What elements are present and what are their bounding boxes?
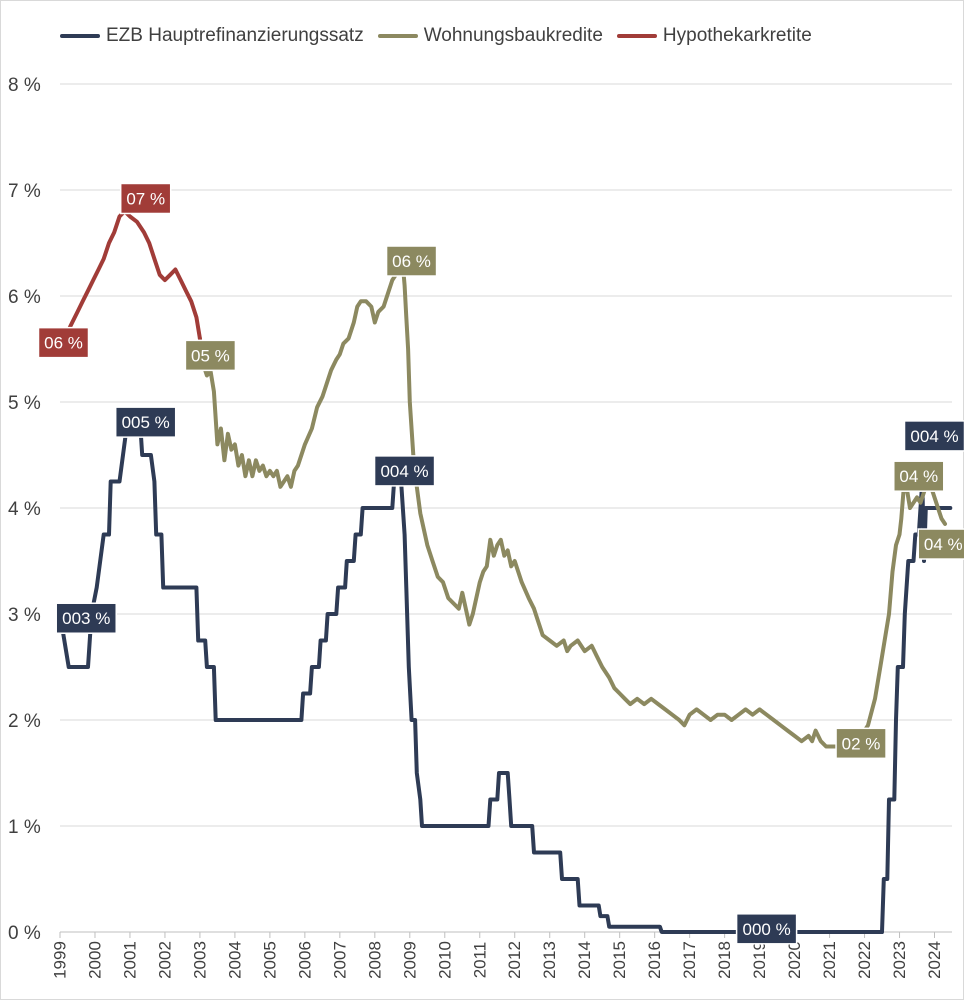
- x-tick-label: 2005: [260, 941, 279, 979]
- x-tick-label: 2018: [715, 941, 734, 979]
- x-tick-label: 2010: [435, 941, 454, 979]
- data-label-box: [835, 727, 887, 760]
- data-labels: 06 % 07 % 05 % 06 % 02 % 04 % 04 % 003 % 005 % 00…: [37, 182, 964, 945]
- data-label-box: [373, 455, 436, 487]
- data-label-text: 02 %: [842, 734, 881, 753]
- x-tick-label: 2007: [330, 941, 349, 979]
- data-label-text: 04 %: [924, 535, 963, 554]
- legend-swatch-ezb: [60, 34, 100, 38]
- legend-item-ezb: EZB Hauptrefinanzierungssatz: [60, 25, 364, 47]
- data-label: 04 %: [893, 460, 945, 492]
- legend-item-hypothekarkretite: Hypothekarkretite: [616, 25, 812, 47]
- data-label: 000 %: [735, 913, 798, 945]
- x-tick-label: 2022: [855, 941, 874, 979]
- x-tick-label: 2016: [645, 941, 664, 979]
- data-label-box: [119, 182, 172, 215]
- data-label-box: [37, 326, 90, 359]
- y-tick-label: 0 %: [8, 923, 41, 944]
- data-label: 004 %: [903, 420, 964, 452]
- y-tick-label: 4 %: [8, 499, 41, 520]
- series-line-ezb: [58, 426, 953, 934]
- legend-item-wohnungsbaukredite: Wohnungsbaukredite: [377, 25, 603, 47]
- x-tick-label: 2017: [680, 941, 699, 979]
- data-label-text: 000 %: [743, 920, 791, 939]
- y-tick-label: 3 %: [8, 605, 41, 626]
- data-label-box: [114, 406, 177, 438]
- data-label: 06 %: [385, 245, 438, 277]
- x-tick-label: 2021: [820, 941, 839, 979]
- legend-label-hypothekarkretite: Hypothekarkretite: [662, 25, 812, 46]
- data-label-text: 004 %: [910, 427, 958, 446]
- x-tick-label: 2015: [610, 941, 629, 979]
- data-label: 02 %: [835, 727, 887, 760]
- data-label: 003 %: [55, 602, 117, 634]
- series-line-hypothekarkretite: [65, 209, 202, 341]
- x-tick-label: 2008: [365, 941, 384, 979]
- y-tick-label: 1 %: [8, 817, 41, 838]
- data-label-text: 06 %: [392, 252, 431, 271]
- x-tick-label: 2004: [225, 941, 244, 979]
- legend-swatch-hypothekarkretite: [616, 34, 657, 38]
- data-label-text: 04 %: [899, 467, 938, 486]
- x-tick-label: 2014: [575, 941, 594, 979]
- x-tick-label: 2003: [190, 941, 209, 979]
- data-label-box: [55, 602, 117, 634]
- y-tick-label: 7 %: [8, 181, 41, 202]
- x-tick-label: 2009: [400, 941, 419, 979]
- data-label-text: 004 %: [380, 462, 428, 481]
- y-axis: 0 % 1 % 2 % 3 % 4 % 5 % 6 % 7 % 8 %: [8, 75, 41, 944]
- x-tick-label: 2020: [785, 941, 804, 979]
- legend-label-ezb: EZB Hauptrefinanzierungssatz: [106, 25, 364, 46]
- x-tick-label: 2013: [540, 941, 559, 979]
- data-label-text: 05 %: [191, 346, 230, 365]
- legend-swatch-wohnungsbaukredite: [377, 34, 418, 38]
- data-label: 005 %: [114, 406, 177, 438]
- data-label-text: 07 %: [126, 189, 165, 208]
- series-lines: [58, 209, 953, 934]
- data-label: 06 %: [37, 326, 90, 359]
- data-label-box: [735, 913, 798, 945]
- x-tick-label: 2019: [750, 941, 769, 979]
- series-line-wohnungsbaukredite: [197, 262, 947, 749]
- y-tick-label: 5 %: [8, 393, 41, 414]
- x-tick-label: 2000: [85, 941, 104, 979]
- x-tick-label: 1999: [51, 941, 70, 979]
- data-label: 04 %: [917, 528, 964, 560]
- gridlines: [60, 83, 952, 933]
- x-tick-label: 2024: [925, 941, 944, 979]
- data-label-box: [184, 339, 237, 372]
- y-tick-label: 6 %: [8, 287, 41, 308]
- legend-label-wohnungsbaukredite: Wohnungsbaukredite: [423, 25, 603, 46]
- y-tick-label: 8 %: [8, 75, 41, 96]
- data-label-box: [893, 460, 945, 492]
- chart-legend: EZB Hauptrefinanzierungssatz Wohnungsbau…: [60, 22, 812, 50]
- x-axis: 1999 2000 2001 2002 2003 2004 2005 2006 2007 2008…: [51, 931, 952, 979]
- data-label-box: [917, 528, 964, 560]
- data-label-text: 003 %: [62, 609, 110, 628]
- data-label: 004 %: [373, 455, 436, 487]
- x-tick-label: 2006: [295, 941, 314, 979]
- y-tick-label: 2 %: [8, 711, 41, 732]
- x-tick-label: 2011: [470, 942, 489, 979]
- x-tick-label: 2002: [155, 941, 174, 979]
- x-tick-label: 2012: [505, 941, 524, 979]
- data-label-box: [385, 245, 438, 277]
- x-tick-label: 2001: [120, 941, 139, 979]
- data-label-box: [903, 420, 964, 452]
- data-label-text: 005 %: [122, 413, 170, 432]
- data-label-text: 06 %: [44, 334, 83, 353]
- x-tick-label: 2023: [890, 941, 909, 979]
- data-label: 07 %: [119, 182, 172, 215]
- data-label: 05 %: [184, 339, 237, 372]
